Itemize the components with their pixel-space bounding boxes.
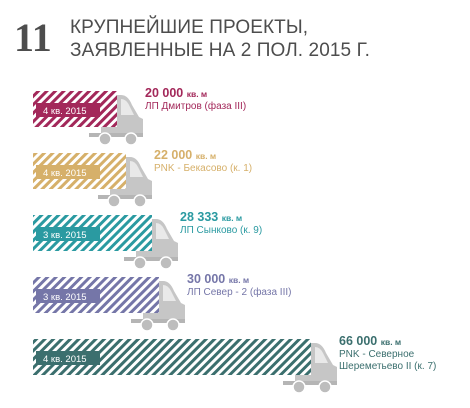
period-label-bg bbox=[36, 227, 100, 241]
unit-label: кв. м bbox=[196, 151, 217, 161]
project-label: ЛП Север - 2 (фаза III) bbox=[187, 286, 291, 298]
chart-header: 11 КРУПНЕЙШИЕ ПРОЕКТЫ, ЗАЯВЛЕННЫЕ НА 2 П… bbox=[0, 0, 470, 80]
period-label-bg bbox=[36, 165, 100, 179]
unit-label: кв. м bbox=[229, 275, 250, 285]
period-label: 4 кв. 2015 bbox=[43, 354, 87, 365]
period-label: 3 кв. 2015 bbox=[43, 292, 87, 303]
value-label: 20 000 кв. м bbox=[145, 86, 207, 100]
value-label: 22 000 кв. м bbox=[154, 148, 216, 162]
unit-label: кв. м bbox=[187, 89, 208, 99]
project-label: ЛП Дмитров (фаза III) bbox=[145, 100, 246, 112]
project-label: ЛП Сынково (к. 9) bbox=[180, 225, 262, 236]
value-label: 28 333 кв. м bbox=[180, 210, 242, 224]
period-label: 4 кв. 2015 bbox=[43, 168, 87, 179]
chart-title: КРУПНЕЙШИЕ ПРОЕКТЫ, ЗАЯВЛЕННЫЕ НА 2 ПОЛ.… bbox=[70, 16, 370, 62]
chart-title-line-1: КРУПНЕЙШИЕ ПРОЕКТЫ, bbox=[70, 17, 309, 38]
project-label: PNK - Северное bbox=[339, 349, 415, 360]
period-label: 3 кв. 2015 bbox=[43, 230, 87, 241]
value-label: 30 000 кв. м bbox=[187, 272, 249, 286]
period-label-bg bbox=[36, 103, 100, 117]
chart-title-line-2: ЗАЯВЛЕННЫЕ НА 2 ПОЛ. 2015 Г. bbox=[70, 40, 371, 61]
chart-number: 11 bbox=[14, 15, 52, 60]
period-label: 4 кв. 2015 bbox=[43, 106, 87, 117]
project-label: PNK - Бекасово (к. 1) bbox=[154, 163, 252, 174]
unit-label: кв. м bbox=[381, 337, 402, 347]
period-label-bg bbox=[36, 289, 100, 303]
project-label: Шереметьево II (к. 7) bbox=[339, 361, 436, 372]
value-label: 66 000 кв. м bbox=[339, 334, 401, 348]
period-label-bg bbox=[36, 351, 100, 365]
unit-label: кв. м bbox=[222, 213, 243, 223]
